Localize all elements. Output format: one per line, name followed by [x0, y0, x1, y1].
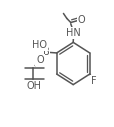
- Text: F: F: [91, 76, 96, 86]
- Text: HN: HN: [66, 28, 80, 38]
- Text: O: O: [77, 15, 84, 25]
- Text: B: B: [42, 47, 49, 57]
- Text: OH: OH: [27, 81, 41, 91]
- Text: O: O: [36, 55, 43, 65]
- Text: HO: HO: [32, 40, 47, 50]
